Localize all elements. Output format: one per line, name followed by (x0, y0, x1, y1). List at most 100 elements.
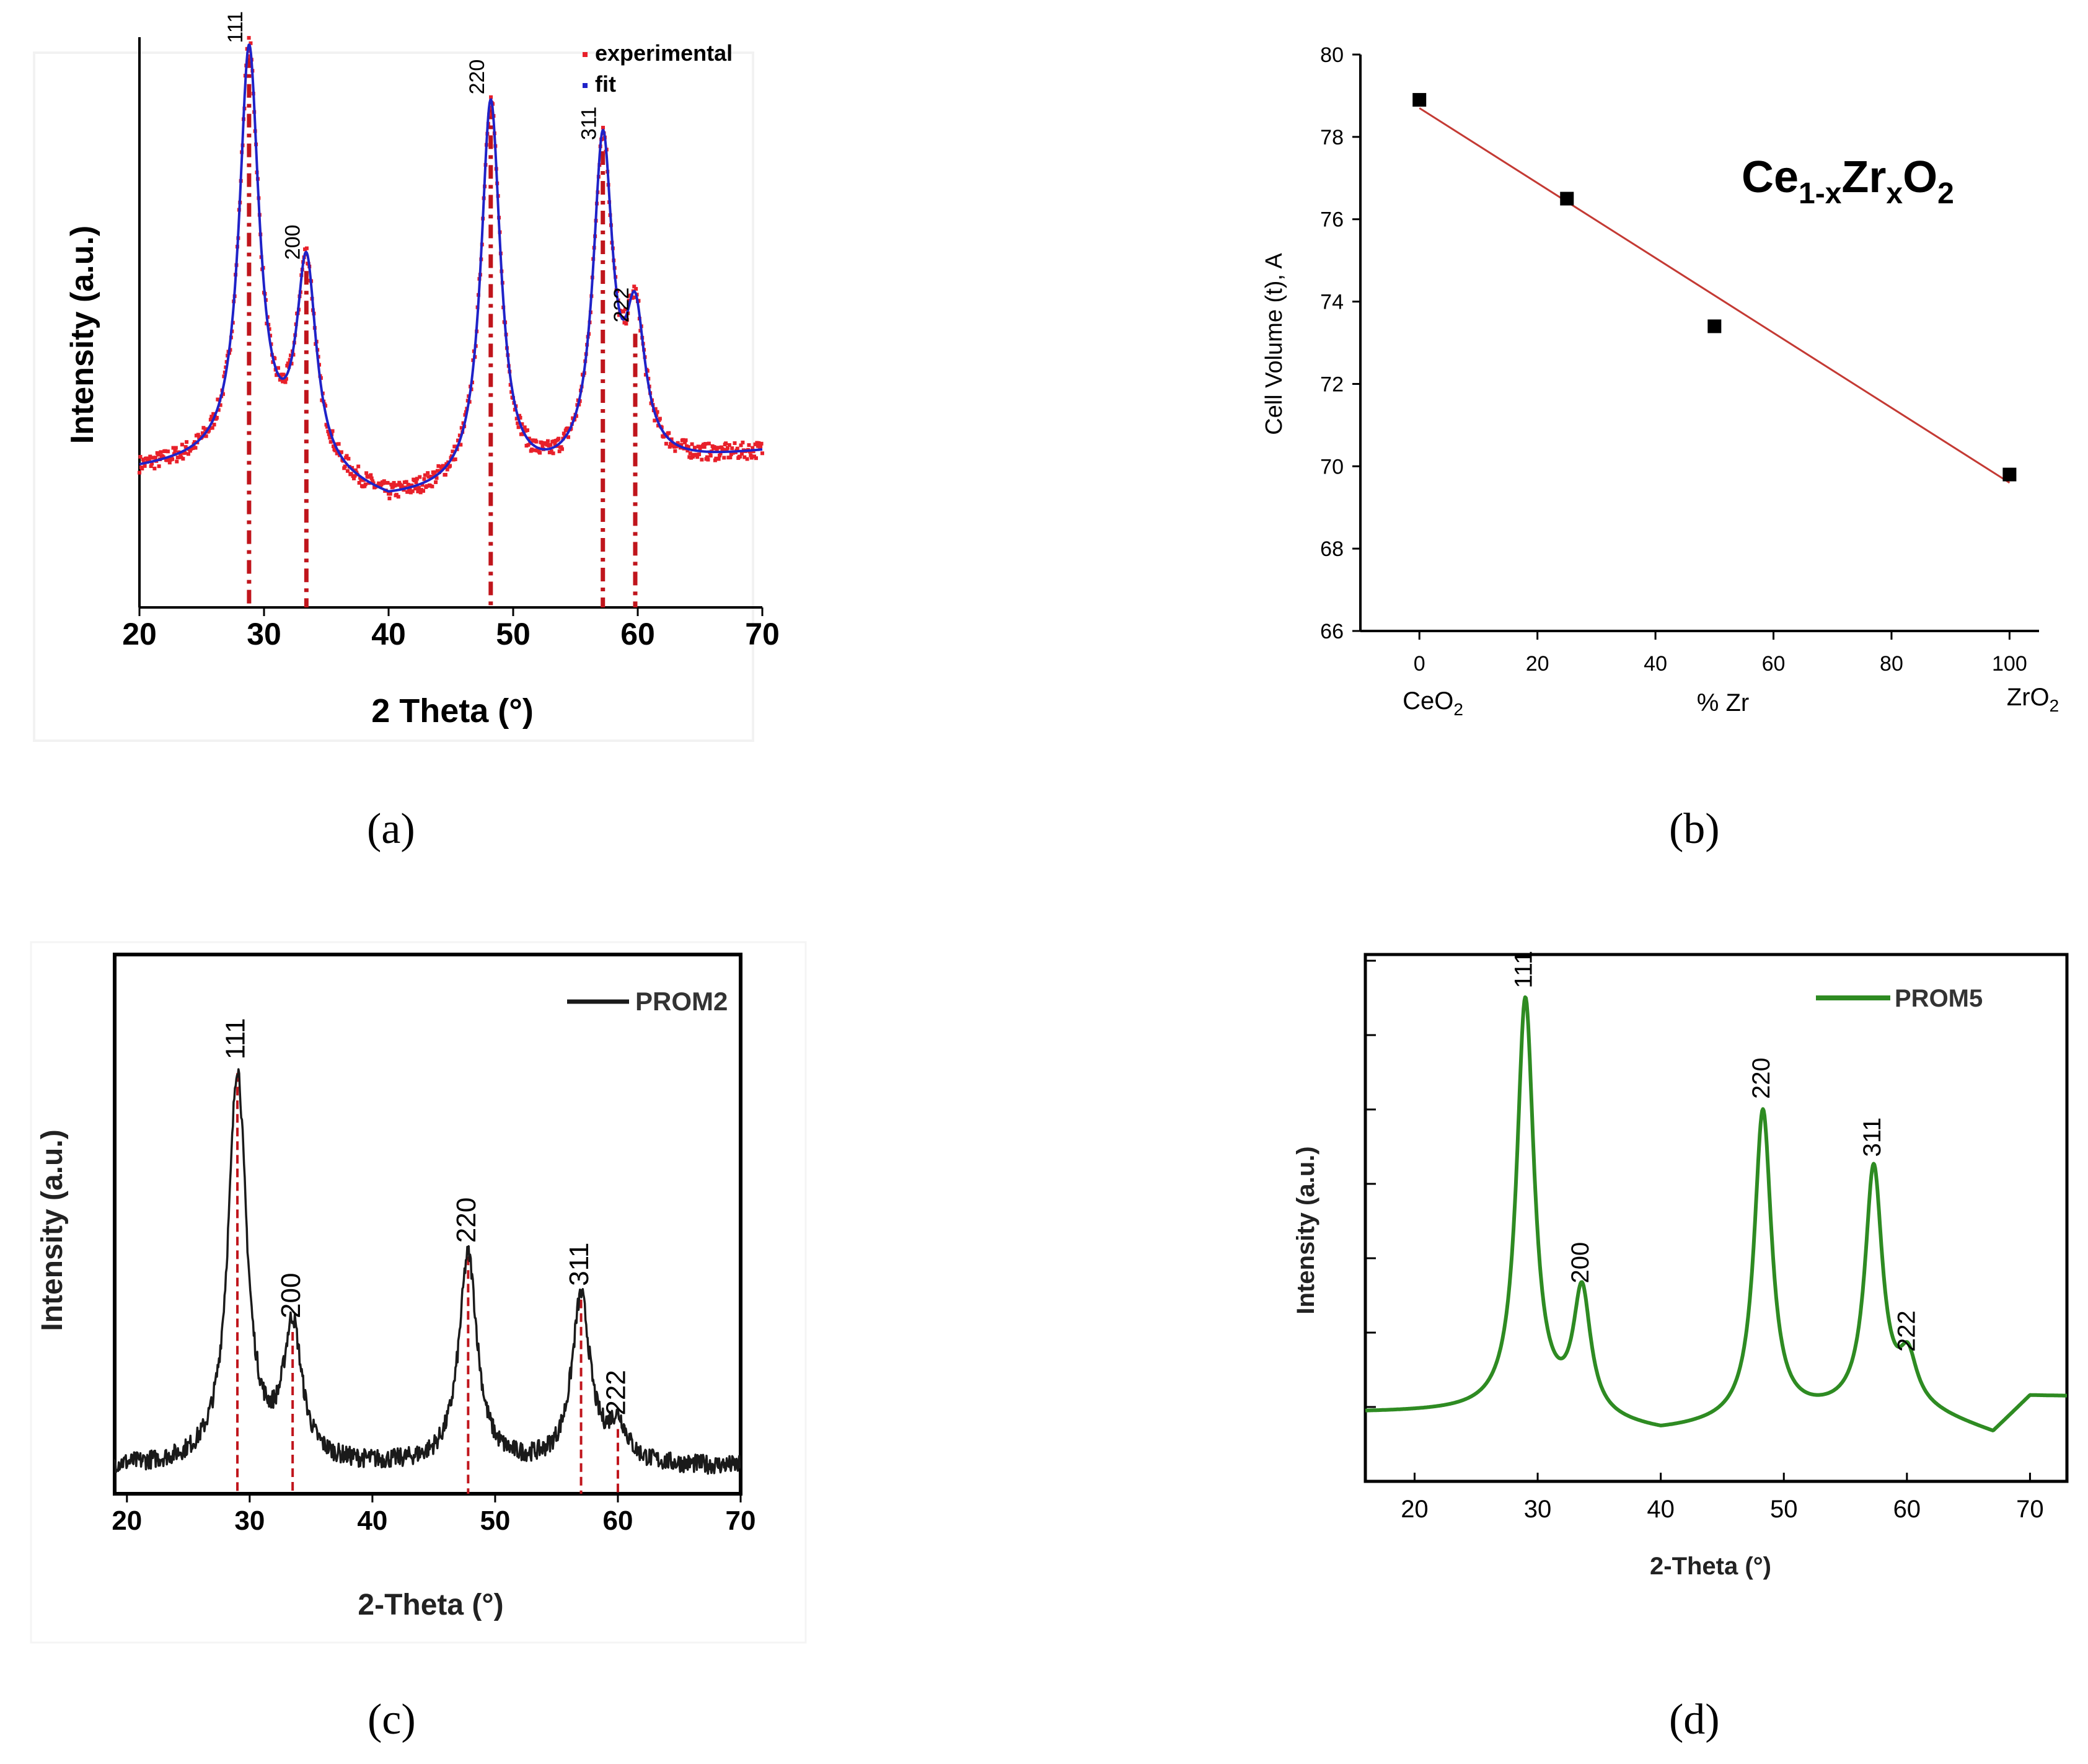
legend-label-experimental: experimental (595, 40, 733, 66)
experimental-point (388, 492, 392, 496)
experimental-point (288, 358, 292, 362)
x-tick-label: 60 (1893, 1496, 1921, 1523)
experimental-point (673, 449, 677, 453)
data-point (1707, 319, 1722, 333)
experimental-point (283, 380, 288, 384)
y-axis-label: Cell Volume (t), A (1261, 253, 1287, 435)
legend-label-fit: fit (595, 71, 616, 97)
experimental-point (759, 444, 763, 449)
experimental-point (530, 448, 534, 452)
legend: experimental fit (583, 40, 733, 97)
experimental-point (463, 413, 467, 417)
experimental-point (715, 448, 719, 452)
experimental-point (676, 441, 680, 445)
experimental-point (634, 287, 638, 291)
experimental-point (625, 318, 629, 322)
experimental-point (718, 453, 722, 457)
experimental-point (716, 457, 721, 461)
experimental-point (557, 449, 562, 454)
experimental-point (760, 451, 764, 456)
peak-label-222: 222 (601, 1370, 632, 1415)
experimental-point (548, 443, 553, 447)
peak-label-111: 111 (1510, 951, 1538, 989)
experimental-point (410, 489, 415, 493)
experimental-point (667, 444, 672, 449)
experimental-point (684, 438, 688, 443)
experimental-point (724, 441, 728, 446)
peak-label-200: 200 (281, 224, 304, 260)
experimental-point (404, 480, 408, 484)
experimental-point (664, 441, 668, 446)
experimental-point (712, 445, 716, 449)
experimental-point (330, 429, 335, 433)
experimental-point (718, 451, 723, 456)
experimental-point (566, 435, 571, 439)
experimental-point (739, 452, 744, 456)
experimental-point (549, 449, 553, 454)
panel-d-prom5-xrd-chart: 20 30 40 50 60 70 111 200 220 311 222 PROM5 Inten… (1292, 951, 2069, 1580)
experimental-point (328, 439, 333, 444)
experimental-point (653, 407, 658, 411)
experimental-point (433, 470, 437, 474)
experimental-point (751, 446, 755, 450)
experimental-point (405, 490, 410, 494)
panel-c-prom2-xrd-chart: 20 30 40 50 60 70 111 200 220 311 222 PROM2 Inten… (30, 941, 807, 1644)
peak-label-111: 111 (221, 1018, 251, 1060)
y-tick-label: 78 (1320, 126, 1344, 149)
experimental-point (700, 457, 704, 462)
experimental-point (143, 464, 147, 468)
x-tick-label: 80 (1880, 652, 1903, 676)
experimental-point (369, 473, 373, 477)
caption-d: (d) (1669, 1696, 1720, 1744)
experimental-point (191, 446, 195, 451)
experimental-point (721, 448, 725, 452)
experimental-point (356, 464, 361, 469)
data-point (2002, 467, 2017, 482)
experimental-point (218, 403, 222, 407)
x-axis-label: 2 Theta (°) (371, 692, 534, 730)
experimental-point (527, 436, 531, 441)
experimental-point (371, 479, 375, 483)
experimental-point (759, 441, 764, 446)
experimental-point (206, 428, 211, 433)
experimental-point (175, 456, 180, 460)
y-tick-label: 80 (1320, 43, 1344, 67)
experimental-point (420, 483, 425, 487)
experimental-point (410, 483, 414, 488)
experimental-point (273, 356, 277, 361)
x-tick-label: 70 (2016, 1496, 2044, 1523)
experimental-point (522, 425, 527, 430)
series-fit (139, 43, 763, 493)
experimental-point (416, 489, 420, 493)
experimental-point (352, 476, 356, 480)
x-tick-label: 60 (620, 617, 655, 651)
experimental-point (551, 451, 555, 456)
experimental-point (560, 447, 564, 451)
experimental-point (393, 483, 397, 488)
experimental-point (396, 495, 400, 499)
experimental-point (249, 41, 253, 45)
experimental-point (331, 444, 335, 449)
x-tick-label: 70 (745, 617, 780, 651)
experimental-point (180, 443, 184, 447)
experimental-point (540, 444, 545, 448)
x-end-label-ceo2: CeO2 (1403, 687, 1463, 719)
experimental-point (525, 428, 529, 433)
experimental-point (339, 450, 343, 454)
peak-label-311: 311 (578, 107, 601, 140)
experimental-point (364, 471, 369, 475)
experimental-point (728, 456, 733, 460)
series-prom2 (113, 1068, 741, 1475)
peak-label-200: 200 (276, 1273, 306, 1318)
experimental-point (167, 461, 172, 465)
experimental-point (434, 480, 438, 484)
experimental-point (281, 373, 286, 377)
experimental-point (690, 442, 694, 446)
experimental-point (749, 453, 753, 457)
experimental-point (395, 483, 400, 487)
experimental-point (183, 451, 187, 455)
experimental-point (426, 471, 430, 475)
experimental-point (627, 298, 631, 302)
experimental-point (459, 443, 463, 447)
experimental-point (754, 456, 758, 461)
